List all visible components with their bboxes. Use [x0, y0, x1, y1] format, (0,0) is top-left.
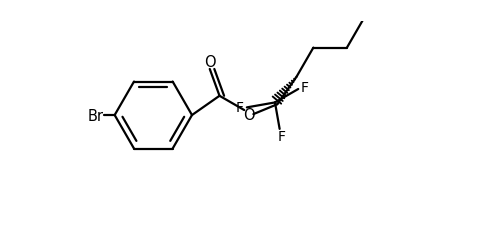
Text: F: F: [236, 101, 244, 115]
Text: O: O: [204, 55, 216, 70]
Text: Br: Br: [88, 108, 104, 123]
Text: F: F: [278, 129, 285, 143]
Text: F: F: [300, 81, 308, 95]
Text: O: O: [244, 107, 255, 122]
